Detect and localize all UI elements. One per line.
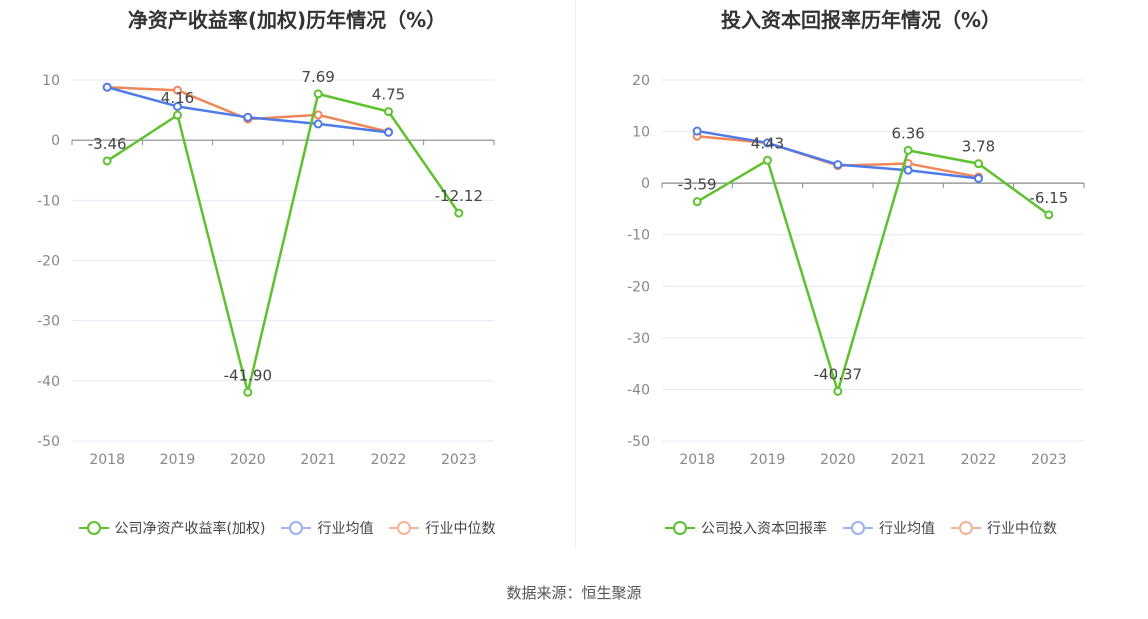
data-label: -3.46 <box>88 135 127 153</box>
chart-legend: 公司净资产收益率(加权) 行业均值 行业中位数 <box>0 518 574 538</box>
y-tick-label: 10 <box>42 73 60 89</box>
data-point-average <box>173 101 182 111</box>
data-point-average <box>243 112 253 122</box>
y-tick-label: -30 <box>37 314 60 330</box>
legend-median-marker-icon <box>951 521 981 535</box>
roe-chart-svg: 10 0 -10 -20 -30 -40 -50 2018 2019 2020 2021 2022 20… <box>37 68 495 468</box>
legend-label: 公司投入资本回报率 <box>701 521 827 537</box>
x-tick-label: 2021 <box>890 452 926 468</box>
legend-median-marker-icon <box>389 521 420 535</box>
data-label: 4.16 <box>161 89 194 107</box>
legend-label: 行业均值 <box>317 521 374 537</box>
x-tick-label: 2018 <box>89 452 125 468</box>
chart-title: 投入资本回报率历年情况（%） <box>720 8 1002 32</box>
data-point-company <box>454 208 464 218</box>
y-tick-label: -30 <box>627 331 650 347</box>
data-point-average <box>692 126 702 136</box>
data-label: -6.15 <box>1029 189 1068 207</box>
data-label: -40.37 <box>814 365 862 383</box>
data-point-average <box>833 160 843 170</box>
data-label: 4.43 <box>751 134 784 152</box>
chart-title: 净资产收益率(加权)历年情况（%） <box>127 8 447 32</box>
legend-item-median[interactable]: 行业中位数 <box>951 518 1057 538</box>
legend-label: 公司净资产收益率(加权) <box>114 521 266 537</box>
chart-legend: 公司投入资本回报率 行业均值 行业中位数 <box>574 518 1148 538</box>
series-line-average <box>106 86 389 134</box>
data-label: 4.75 <box>372 86 405 104</box>
series-line-company <box>696 149 1050 393</box>
legend-label: 行业中位数 <box>987 521 1057 537</box>
data-point-average <box>313 119 323 129</box>
legend-item-median[interactable]: 行业中位数 <box>389 518 495 538</box>
legend-average-marker-icon <box>281 521 312 535</box>
data-point-average <box>903 165 913 175</box>
legend-item-company[interactable]: 公司投入资本回报率 <box>665 518 827 538</box>
data-point-average <box>384 127 393 137</box>
data-point-company <box>1044 210 1054 220</box>
data-label: 7.69 <box>301 68 334 86</box>
x-tick-label: 2020 <box>820 452 856 468</box>
data-label: -12.12 <box>435 187 483 205</box>
x-tick-label: 2020 <box>230 452 266 468</box>
panel-divider <box>575 0 576 548</box>
data-label: 6.36 <box>891 124 924 142</box>
y-tick-label: 0 <box>641 176 650 192</box>
data-point-median <box>313 110 323 120</box>
x-tick-label: 2021 <box>300 452 336 468</box>
legend-label: 行业中位数 <box>425 521 496 537</box>
y-tick-label: -50 <box>37 434 60 450</box>
series-line-company <box>106 92 460 394</box>
series-line-median <box>107 85 389 133</box>
legend-company-marker-icon <box>78 521 109 535</box>
legend-item-company[interactable]: 公司净资产收益率(加权) <box>78 518 266 538</box>
data-point-company <box>974 159 983 169</box>
data-point-company <box>692 197 702 207</box>
legend-item-average[interactable]: 行业均值 <box>281 518 373 538</box>
data-point-company <box>243 387 253 397</box>
y-tick-label: 20 <box>632 73 650 89</box>
y-tick-label: -20 <box>627 279 650 295</box>
x-tick-label: 2022 <box>961 452 997 468</box>
legend-label: 行业均值 <box>879 521 935 537</box>
data-label: -41.90 <box>224 366 272 384</box>
data-source-note: 数据来源：恒生聚源 <box>506 584 642 602</box>
legend-average-marker-icon <box>843 521 873 535</box>
data-point-company <box>763 155 772 165</box>
data-point-average <box>102 82 112 92</box>
roic-chart-panel: 投入资本回报率历年情况（%） 20 10 0 -10 -20 -30 -40 -50 2018 2… <box>574 0 1148 560</box>
data-point-average <box>763 138 772 148</box>
legend-item-average[interactable]: 行业均值 <box>843 518 935 538</box>
data-point-company <box>384 107 393 117</box>
x-tick-label: 2022 <box>371 452 407 468</box>
y-tick-label: -10 <box>37 193 60 209</box>
data-point-average <box>974 174 983 184</box>
data-point-company <box>833 386 843 396</box>
x-tick-label: 2023 <box>1031 452 1067 468</box>
y-tick-label: -10 <box>627 228 650 244</box>
y-tick-label: -40 <box>37 374 60 390</box>
y-tick-label: 0 <box>51 133 60 149</box>
data-point-company <box>173 110 182 120</box>
data-point-company <box>903 145 913 155</box>
data-point-company <box>313 89 323 99</box>
x-tick-label: 2023 <box>441 452 477 468</box>
roe-chart-panel: 净资产收益率(加权)历年情况（%） 10 0 -10 -20 -30 -40 -50 2018… <box>0 0 574 560</box>
y-tick-label: -20 <box>37 254 60 270</box>
y-tick-label: 10 <box>632 125 650 141</box>
x-tick-label: 2019 <box>160 452 196 468</box>
x-tick-label: 2019 <box>750 452 786 468</box>
data-label: -3.59 <box>678 176 717 194</box>
data-point-median <box>173 85 182 95</box>
data-label: 3.78 <box>962 138 995 156</box>
x-tick-label: 2018 <box>679 452 715 468</box>
y-tick-label: -50 <box>627 434 650 450</box>
y-tick-label: -40 <box>627 382 650 398</box>
data-point-company <box>102 156 112 166</box>
legend-company-marker-icon <box>665 521 695 535</box>
roic-chart-svg: 20 10 0 -10 -20 -30 -40 -50 2018 2019 2020 2021 2022… <box>627 73 1085 468</box>
